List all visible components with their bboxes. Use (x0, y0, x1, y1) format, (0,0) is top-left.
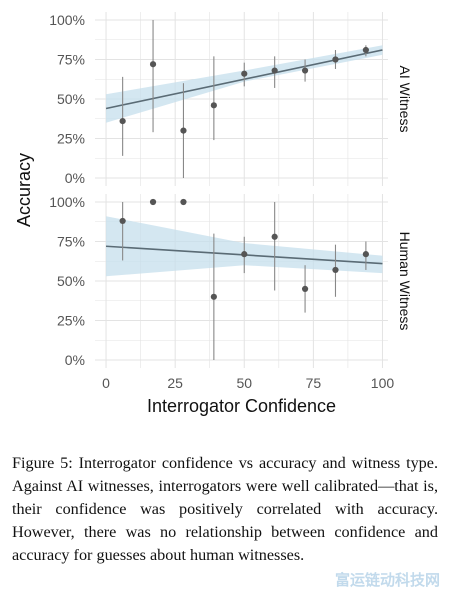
data-point (119, 118, 126, 125)
y-tick-label: 25% (57, 131, 85, 147)
x-tick-label: 50 (236, 375, 252, 391)
data-point (271, 233, 278, 240)
x-tick-label: 100 (371, 375, 395, 391)
data-point (149, 61, 157, 68)
data-point (210, 293, 217, 300)
strip-label: AI Witness (397, 66, 413, 133)
data-point (332, 266, 339, 274)
y-tick-label: 50% (57, 91, 85, 107)
y-tick-label: 100% (49, 194, 85, 210)
data-point (119, 217, 126, 225)
y-tick-label: 0% (65, 170, 85, 186)
watermark-text: 富运链动科技网 (334, 571, 440, 589)
data-point (241, 251, 248, 258)
y-axis-title: Accuracy (14, 153, 34, 227)
data-point (271, 67, 278, 74)
x-axis: 0 25 50 75 100 (102, 375, 394, 391)
chart-panels: 0% 25% 50% 75% 100% AI Witness 0% 25% 50% 75% 100%… (49, 12, 413, 368)
figure-caption: Figure 5: Interrogator confidence vs acc… (12, 454, 438, 564)
strip-label: Human Witness (397, 232, 413, 331)
data-point (180, 127, 187, 134)
data-point (180, 198, 187, 206)
data-point (241, 70, 248, 77)
chart-svg: 0% 25% 50% 75% 100% AI Witness 0% 25% 50% 75% 100%… (14, 12, 413, 416)
data-point (301, 67, 309, 74)
x-axis-title: Interrogator Confidence (147, 396, 336, 416)
panel-1: 0% 25% 50% 75% 100% AI Witness (49, 12, 413, 186)
panel-2: 0% 25% 50% 75% 100% Human Witness (49, 194, 413, 368)
y-tick-label: 50% (57, 273, 85, 289)
x-tick-label: 25 (167, 375, 183, 391)
x-tick-label: 75 (306, 375, 322, 391)
chart-figure: 0% 25% 50% 75% 100% AI Witness 0% 25% 50% 75% 100%… (14, 12, 413, 416)
y-tick-label: 75% (57, 234, 85, 250)
data-point (362, 46, 369, 54)
data-point (301, 285, 309, 292)
y-tick-label: 0% (65, 352, 85, 368)
y-tick-label: 100% (49, 12, 85, 28)
x-tick-label: 0 (102, 375, 110, 391)
y-tick-label: 75% (57, 52, 85, 68)
data-point (210, 102, 217, 109)
y-tick-label: 25% (57, 313, 85, 329)
data-point (362, 251, 369, 258)
data-point (332, 56, 339, 63)
data-point (149, 198, 157, 206)
